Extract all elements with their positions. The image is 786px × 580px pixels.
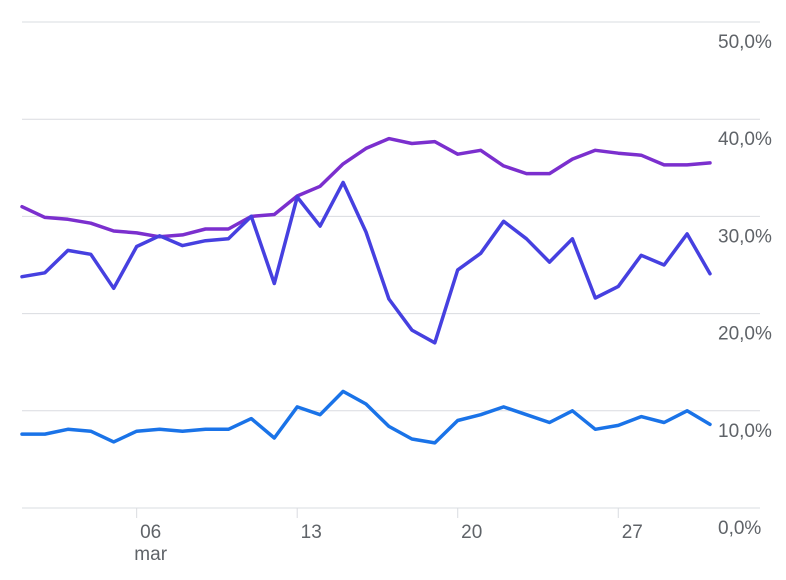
y-tick-label: 0,0% (718, 518, 761, 539)
series-2-line (20, 180, 712, 345)
y-tick-label: 10,0% (718, 421, 772, 442)
y-tick-label: 40,0% (718, 129, 772, 150)
y-tick-label: 30,0% (718, 226, 772, 247)
y-tick-label: 20,0% (718, 324, 772, 345)
y-axis-ticks: 0,0% 10,0% 20,0% 30,0% 40,0% 50,0% (718, 32, 772, 539)
x-tick-label: 27 (622, 522, 643, 543)
y-tick-label: 50,0% (718, 32, 772, 53)
series-3-line (20, 389, 712, 445)
series-3 (20, 389, 712, 445)
series-2 (20, 180, 712, 345)
x-tick-sublabel: mar (134, 544, 167, 565)
series-layer (20, 136, 712, 445)
series-1-line (20, 136, 712, 239)
x-tick-label: 13 (301, 522, 322, 543)
grid-layer (22, 21, 760, 509)
x-tick-label: 06 (140, 522, 161, 543)
series-1 (20, 136, 712, 239)
x-tick-label: 20 (461, 522, 482, 543)
